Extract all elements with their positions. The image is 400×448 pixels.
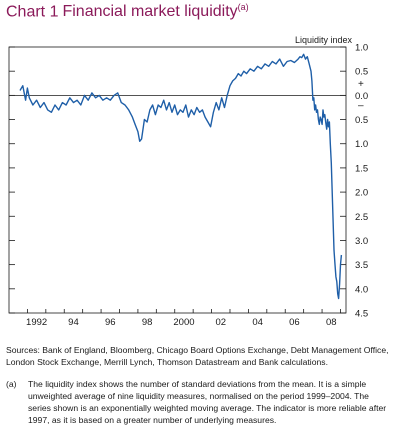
positive-sign: +	[358, 79, 364, 90]
title-footnote-mark: (a)	[237, 2, 249, 12]
x-tick-label: 08	[326, 317, 337, 328]
x-tick-label: 96	[105, 317, 116, 328]
y-axis-label: Liquidity index	[294, 35, 352, 45]
y-tick-label: 1.0	[355, 43, 368, 54]
chart-number: Chart 1	[6, 3, 59, 21]
x-tick-label: 2000	[173, 317, 194, 328]
y-tick-label: 0.0	[355, 91, 368, 102]
liquidity-index-line	[19, 53, 343, 300]
plot-frame	[8, 46, 347, 314]
x-tick-label: 06	[289, 317, 300, 328]
y-tick-label: 4.0	[355, 284, 368, 295]
y-tick-label: 2.0	[355, 188, 368, 199]
line-chart: 1.0 0.5 0.0 0.5 1.0 1.5 2.0 2.5 3.0 3.5 4.0 4.5 + – 19…	[8, 43, 368, 328]
x-tick-label: 94	[68, 317, 79, 328]
footnote: (a) The liquidity index shows the number…	[6, 378, 394, 426]
chart-title-text: Financial market liquidity	[62, 3, 238, 21]
sources-text: Sources: Bank of England, Bloomberg, Chi…	[6, 345, 389, 367]
y-tick-label: 4.5	[355, 309, 368, 320]
negative-sign: –	[358, 101, 364, 112]
y-tick-label: 3.5	[355, 260, 368, 271]
y-tick-label: 1.0	[355, 139, 368, 150]
y-tick-label: 0.5	[355, 67, 368, 78]
y-tick-label: 3.0	[355, 236, 368, 247]
x-tick-label: 04	[252, 317, 263, 328]
y-tick-label: 0.5	[355, 115, 368, 126]
x-tick-label: 1992	[26, 317, 47, 328]
y-tick-label: 1.5	[355, 163, 368, 174]
x-tick-label: 02	[215, 317, 226, 328]
chart-title: Chart 1 Financial market liquidity(a)	[6, 2, 249, 21]
y-tick-label: 2.5	[355, 212, 368, 223]
footnote-text: The liquidity index shows the number of …	[28, 379, 387, 425]
footnote-mark: (a)	[6, 379, 17, 389]
x-tick-label: 98	[142, 317, 153, 328]
